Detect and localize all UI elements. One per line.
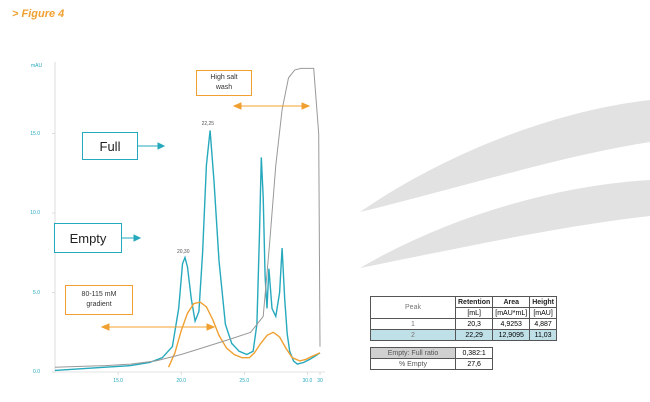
ratio-row: Empty: Full ratio 0,382:1 (370, 347, 557, 359)
table-row: 1 20,3 4,9253 4,887 (370, 318, 557, 330)
high-salt-line1: High salt (210, 73, 238, 81)
percent-empty-label: % Empty (370, 358, 456, 370)
header-height: Height (529, 296, 557, 308)
gradient-label-line2: gradient (86, 301, 112, 308)
x-tick-label: 30 (317, 378, 323, 384)
full-peak-label-text: Full (99, 138, 121, 154)
header-area-unit: [mAU*mL] (492, 307, 531, 319)
row1-retention: 20,3 (454, 318, 494, 330)
row1-peak: 1 (370, 318, 456, 330)
header-peak: Peak (370, 296, 456, 319)
y-axis-unit-label: mAU (31, 63, 43, 69)
series-line-salt-trace (54, 67, 321, 368)
y-tick-marks (52, 133, 55, 373)
blank-cell (493, 359, 530, 370)
empty-callout-arrow (122, 234, 142, 242)
ratio-label: Empty: Full ratio (370, 347, 456, 359)
blank-cell (493, 348, 530, 359)
header-area: Area (492, 296, 531, 308)
results-table: Peak Retention Area Height [mL] [mAU*mL]… (370, 296, 557, 370)
gradient-label: 80-115 mM gradient (65, 285, 133, 315)
background-swoosh (360, 100, 650, 268)
y-tick-label: 5.0 (33, 289, 40, 296)
table-header-row: Peak Retention Area Height (370, 296, 557, 319)
series-line-uv-trace (54, 130, 321, 372)
header-retention-unit: [mL] (454, 307, 494, 319)
percent-empty-row: % Empty 27,6 (370, 358, 557, 370)
y-tick-label: 15.0 (30, 130, 40, 137)
row2-retention: 22,29 (454, 329, 494, 341)
high-salt-wash-label: High salt wash (196, 70, 252, 96)
x-tick-marks (117, 372, 321, 375)
row2-area: 12,9095 (492, 329, 531, 341)
table-row: 2 22,29 12,9095 11,03 (370, 329, 557, 341)
row2-height: 11,03 (529, 329, 557, 341)
spacer-cell (370, 340, 456, 348)
series-line-gradient-trace (167, 301, 321, 368)
spacer-cell (455, 340, 493, 348)
salt-wash-arrow (232, 102, 311, 110)
full-callout-arrow (138, 142, 166, 150)
figure-title: > Figure 4 (12, 8, 65, 20)
gradient-label-line1: 80-115 mM (81, 290, 117, 298)
blank-cell (530, 359, 557, 370)
full-peak-label: Full (82, 132, 138, 160)
table-spacer-row (370, 340, 557, 348)
x-tick-label: 25.0 (239, 378, 250, 384)
high-salt-line2: wash (215, 84, 233, 91)
x-tick-label: 30.0 (302, 378, 313, 384)
x-tick-label: 15.0 (113, 378, 123, 384)
empty-peak-label-text: Empty (69, 230, 107, 246)
y-tick-label: 0.0 (33, 369, 40, 375)
row2-peak: 2 (370, 329, 456, 341)
ratio-value: 0,382:1 (454, 347, 494, 359)
x-tick-label: 20.0 (176, 378, 187, 384)
header-height-unit: [mAU] (529, 307, 557, 319)
y-tick-label: 10.0 (30, 210, 40, 217)
peak-label: 22,25 (201, 121, 215, 128)
empty-peak-label: Empty (54, 223, 122, 253)
blank-cell (530, 348, 557, 359)
spacer-cell (493, 341, 530, 348)
percent-empty-value: 27,6 (454, 358, 494, 370)
header-retention: Retention (454, 296, 494, 308)
gradient-range-arrow (100, 323, 216, 331)
peak-label: 20,30 (176, 248, 190, 255)
row1-area: 4,9253 (492, 318, 531, 330)
row1-height: 4,887 (529, 318, 557, 330)
spacer-cell (530, 341, 557, 348)
